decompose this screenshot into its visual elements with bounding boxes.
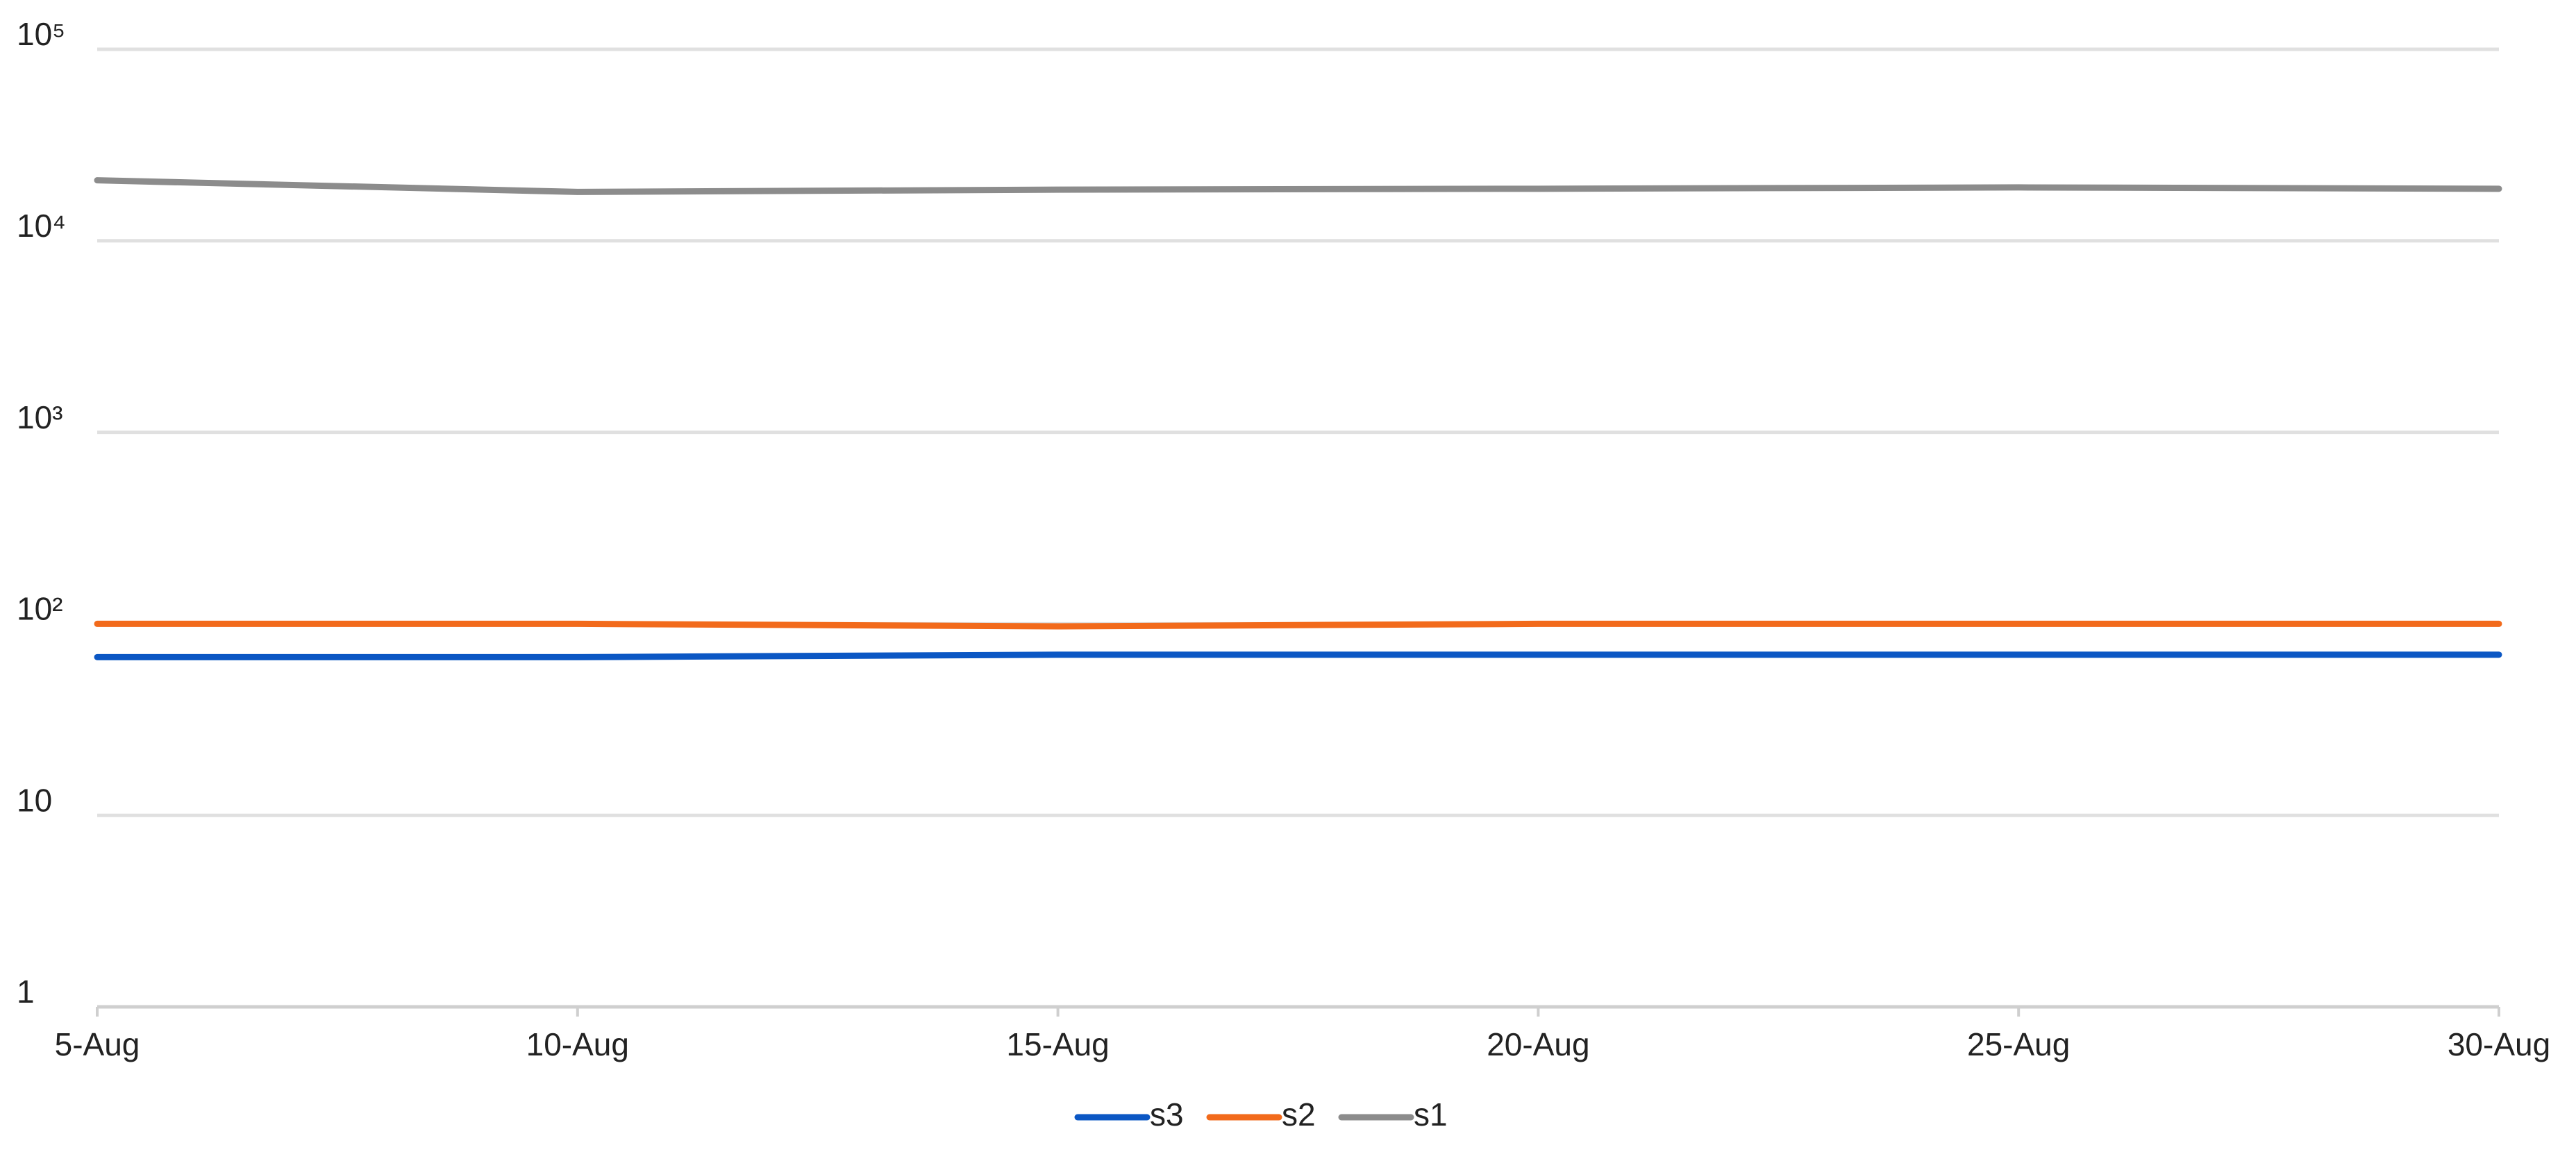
- y-tick-label: 10: [17, 782, 52, 818]
- y-tick-label: 10⁵: [17, 16, 65, 52]
- series-line: [94, 651, 2502, 660]
- y-tick-label: 1: [17, 974, 35, 1010]
- x-tick-label: 30-Aug: [2448, 1026, 2550, 1062]
- x-tick-label: 25-Aug: [1967, 1026, 2070, 1062]
- legend-label: s3: [1150, 1096, 1184, 1133]
- x-tick-label: 15-Aug: [1006, 1026, 1109, 1062]
- y-tick-label: 10⁴: [17, 208, 66, 244]
- legend-label: s1: [1414, 1096, 1448, 1133]
- series-line: [94, 177, 2502, 195]
- x-tick-label: 10-Aug: [526, 1026, 629, 1062]
- x-tick-label: 5-Aug: [55, 1026, 140, 1062]
- x-tick-label: 20-Aug: [1487, 1026, 1589, 1062]
- legend-label: s2: [1282, 1096, 1316, 1133]
- y-tick-label: 10²: [17, 591, 62, 627]
- y-tick-label: 10³: [17, 399, 62, 435]
- series-line: [94, 620, 2502, 630]
